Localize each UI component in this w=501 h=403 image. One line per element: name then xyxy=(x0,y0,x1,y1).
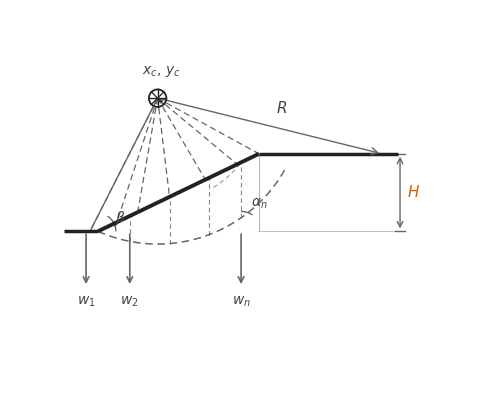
Text: $w_n$: $w_n$ xyxy=(231,294,250,309)
Text: $w_1$: $w_1$ xyxy=(77,294,95,309)
Text: $x_c$, $y_c$: $x_c$, $y_c$ xyxy=(142,64,180,79)
Text: R: R xyxy=(276,101,287,116)
Text: H: H xyxy=(407,185,419,200)
Text: $\alpha_n$: $\alpha_n$ xyxy=(250,197,267,212)
Text: $w_2$: $w_2$ xyxy=(120,294,139,309)
Text: $\beta$: $\beta$ xyxy=(114,208,125,226)
